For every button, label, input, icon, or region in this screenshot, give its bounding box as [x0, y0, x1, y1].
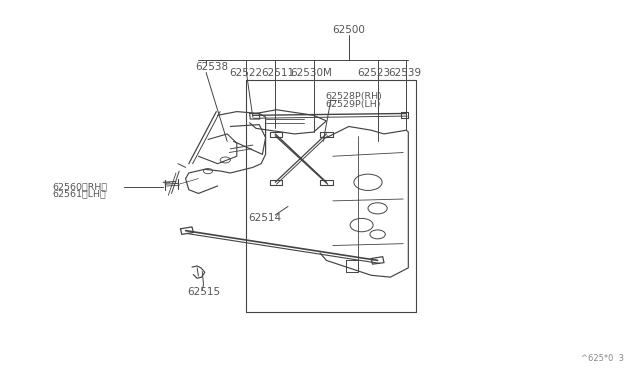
Text: 62539: 62539 [388, 68, 421, 78]
Text: 62500: 62500 [332, 25, 365, 35]
Text: 62522: 62522 [229, 68, 262, 78]
Text: ^625*0  3: ^625*0 3 [581, 354, 624, 363]
Text: 62561〈LH〉: 62561〈LH〉 [52, 190, 106, 199]
Text: 62523: 62523 [357, 68, 390, 78]
Text: 62511: 62511 [261, 68, 294, 78]
Text: 62528P(RH): 62528P(RH) [325, 92, 382, 101]
Text: 62514: 62514 [248, 213, 282, 223]
Text: 62515: 62515 [187, 287, 220, 297]
Text: 62560〈RH〉: 62560〈RH〉 [52, 182, 108, 191]
Text: 62530M: 62530M [290, 68, 332, 78]
Text: 62529P(LH): 62529P(LH) [325, 100, 381, 109]
Text: 62538: 62538 [195, 62, 228, 72]
